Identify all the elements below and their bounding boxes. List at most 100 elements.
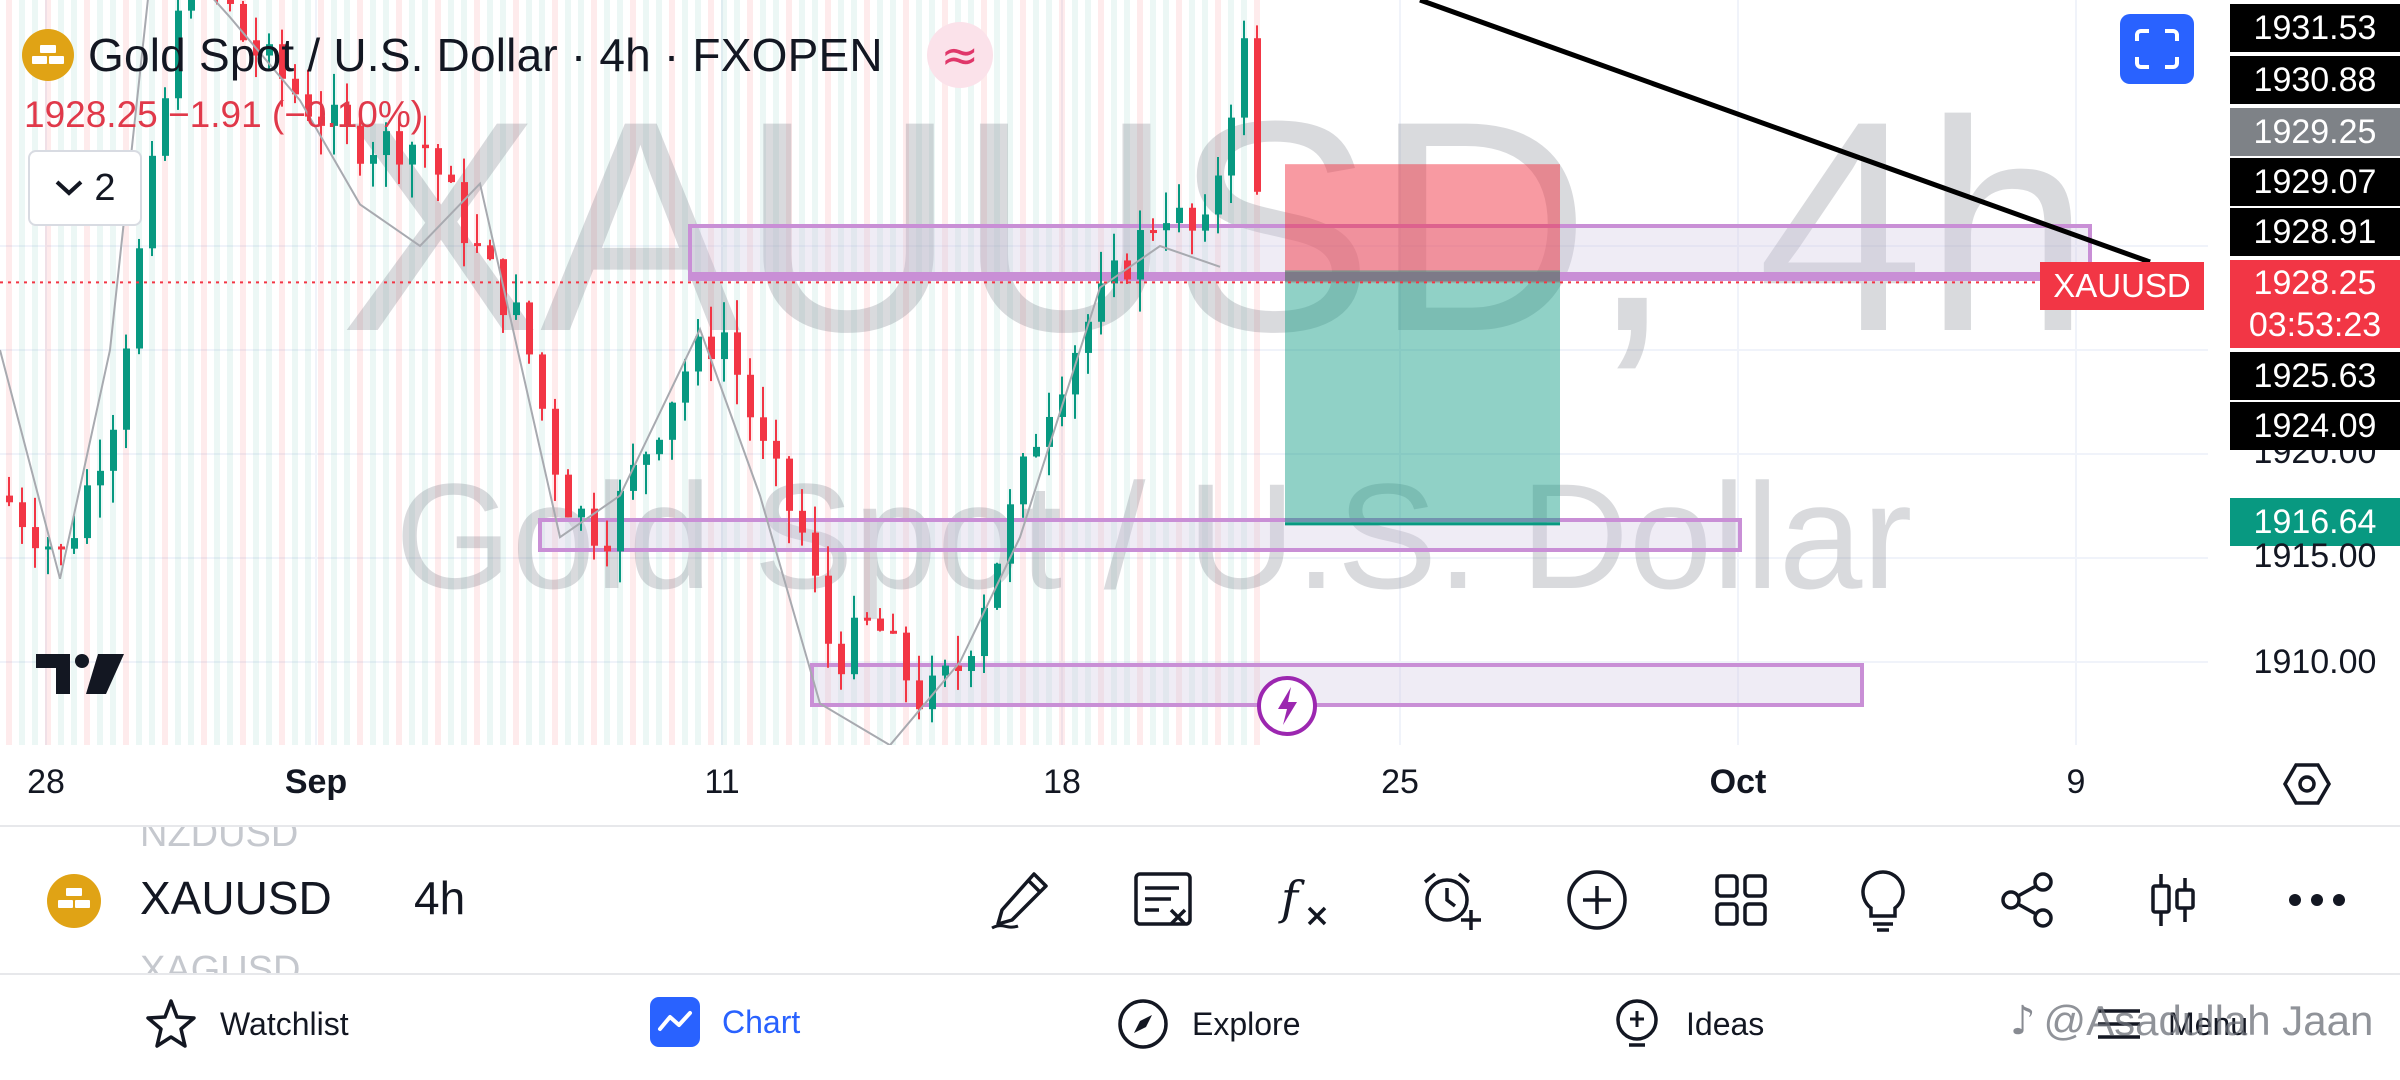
session-stripe xyxy=(1176,0,1182,745)
session-stripe xyxy=(188,0,194,745)
candle-body xyxy=(461,182,468,244)
session-stripe xyxy=(799,0,805,745)
chart-settings-button[interactable] xyxy=(2282,759,2332,814)
candle-body xyxy=(1202,214,1209,231)
add-icon[interactable] xyxy=(1562,865,1632,935)
candlestick-series xyxy=(6,0,1261,723)
session-stripe xyxy=(344,0,350,745)
candle-body xyxy=(474,243,481,247)
candle-body xyxy=(565,474,572,518)
fullscreen-button[interactable] xyxy=(2120,14,2194,84)
indicators-toggle-button[interactable]: 2 xyxy=(28,150,142,226)
session-stripe xyxy=(656,0,662,745)
chart-icon xyxy=(650,997,700,1047)
more-icon[interactable] xyxy=(2282,865,2352,935)
lightning-marker-icon[interactable] xyxy=(1256,675,1318,742)
candle-body xyxy=(396,131,403,165)
session-stripe xyxy=(1046,0,1052,745)
nav-label: Menu xyxy=(2168,1005,2249,1042)
candle-body xyxy=(383,131,390,156)
time-label: 18 xyxy=(1043,763,1081,801)
session-stripe xyxy=(630,0,636,745)
chart-canvas[interactable]: XAUUSD, 4hGold Spot / U.S. Dollar Gold S… xyxy=(0,0,2400,745)
candles-icon[interactable] xyxy=(2138,865,2208,935)
candle-body xyxy=(1176,207,1183,224)
add-alert-icon[interactable] xyxy=(1416,865,1486,935)
nav-ideas[interactable]: Ideas xyxy=(1610,997,1764,1051)
session-stripe xyxy=(942,0,948,745)
candle-body xyxy=(97,470,104,486)
session-stripe xyxy=(383,0,389,745)
candle-body xyxy=(851,617,858,675)
session-stripe xyxy=(604,0,610,745)
candle-body xyxy=(838,643,845,675)
candle-body xyxy=(227,0,234,4)
price-label: 1928.91 xyxy=(2230,208,2400,256)
session-stripe xyxy=(331,0,337,745)
share-icon[interactable] xyxy=(1992,865,2062,935)
nav-watchlist[interactable]: Watchlist xyxy=(144,997,349,1051)
session-stripe xyxy=(994,0,1000,745)
remove-drawings-icon[interactable] xyxy=(1128,865,1198,935)
toolbar-interval[interactable]: 4h xyxy=(414,872,466,924)
session-stripe xyxy=(1228,0,1234,745)
price-change-row: 1928.25 −1.91 (−0.10%) xyxy=(24,94,423,136)
candle-body xyxy=(487,245,494,260)
current-price-value: 1928.25 xyxy=(2253,264,2377,302)
session-stripe xyxy=(58,0,64,745)
session-stripe xyxy=(1163,0,1169,745)
candle-body xyxy=(864,617,871,621)
candle-body xyxy=(929,675,936,710)
nav-chart[interactable]: Chart xyxy=(650,997,800,1047)
session-stripe xyxy=(838,0,844,745)
candle-body xyxy=(981,607,988,657)
candle-body xyxy=(279,44,286,79)
price-label: 1924.09 xyxy=(2230,402,2400,450)
prev-symbol-ghost: NZDUSD xyxy=(140,827,299,855)
time-axis[interactable]: 28 Sep 11 18 25 Oct 9 xyxy=(0,745,2400,827)
candle-body xyxy=(1124,260,1131,280)
short-position-tool xyxy=(1285,164,1560,526)
toolbar-symbol[interactable]: XAUUSD xyxy=(140,872,332,924)
session-stripe xyxy=(175,0,181,745)
session-stripe xyxy=(136,0,142,745)
candle-body xyxy=(630,464,637,491)
session-stripe xyxy=(916,0,922,745)
indicators-count: 2 xyxy=(94,166,116,209)
gold-symbol-icon xyxy=(46,873,102,934)
candle-body xyxy=(799,510,806,533)
nav-explore[interactable]: Explore xyxy=(1116,997,1301,1051)
fullscreen-icon xyxy=(2135,29,2179,69)
lightbulb-icon[interactable] xyxy=(1848,865,1918,935)
layout-grid-icon[interactable] xyxy=(1706,865,1776,935)
session-stripe xyxy=(890,0,896,745)
price-axis[interactable]: 1931.53 1930.88 1929.25 1929.07 1928.91 … xyxy=(2208,0,2400,745)
candle-body xyxy=(84,485,91,539)
candle-body xyxy=(656,439,663,455)
candle-body xyxy=(305,94,312,117)
draw-pen-icon[interactable] xyxy=(985,865,1055,935)
session-stripe xyxy=(253,0,259,745)
session-stripe xyxy=(1059,0,1065,745)
nav-menu[interactable]: Menu xyxy=(2092,997,2248,1051)
candle-body xyxy=(175,10,182,99)
approx-wave-icon[interactable]: ≈ xyxy=(926,22,993,88)
session-stripe xyxy=(435,0,441,745)
session-stripe xyxy=(968,0,974,745)
candle-body xyxy=(708,336,715,360)
candle-body xyxy=(422,144,429,149)
price-tick: 1910.00 xyxy=(2253,642,2377,681)
candle-body xyxy=(71,538,78,549)
symbol-title[interactable]: Gold Spot / U.S. Dollar · 4h · FXOPEN xyxy=(88,29,883,81)
candle-body xyxy=(669,402,676,440)
session-stripe xyxy=(1111,0,1117,745)
candle-body xyxy=(1241,38,1248,118)
session-stripe xyxy=(214,0,220,745)
session-stripe xyxy=(955,0,961,745)
session-stripe xyxy=(565,0,571,745)
session-stripe xyxy=(1189,0,1195,745)
price-chart[interactable]: XAUUSD, 4hGold Spot / U.S. Dollar xyxy=(0,0,2400,745)
indicators-fx-icon[interactable]: f xyxy=(1272,865,1342,935)
chart-toolbar: NZDUSD XAUUSD 4h XAGUSD f xyxy=(0,827,2400,975)
session-stripe xyxy=(617,0,623,745)
